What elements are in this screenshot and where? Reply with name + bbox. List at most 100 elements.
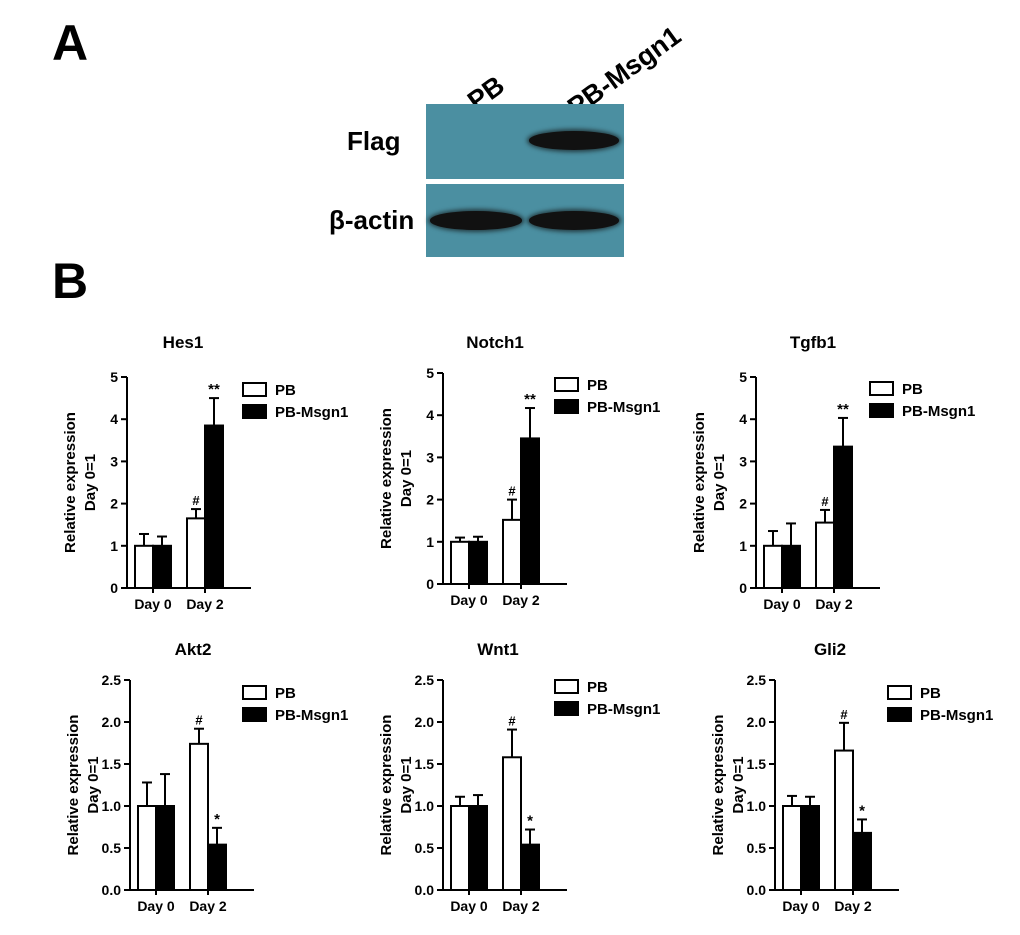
legend-swatch	[887, 685, 912, 700]
y-axis-label: Day 0=1	[711, 454, 728, 511]
legend-label: PB-Msgn1	[587, 399, 660, 416]
bar	[781, 544, 801, 589]
blot-row-label-flag: Flag	[347, 126, 401, 156]
y-axis-label: Day 0=1	[82, 454, 99, 511]
significance-mark: *	[214, 811, 220, 828]
y-tick-label: 0.5	[102, 840, 122, 856]
y-tick-label: 0.0	[415, 882, 435, 898]
bar	[834, 749, 854, 891]
legend-swatch	[554, 679, 579, 694]
y-tick-label: 2.5	[102, 672, 122, 688]
x-tick-label: Day 2	[834, 898, 872, 914]
y-axis-label: Relative expression	[378, 715, 395, 856]
x-tick-label: Day 0	[782, 898, 820, 914]
x-tick-label: Day 2	[186, 596, 224, 612]
y-tick-label: 4	[739, 411, 747, 427]
x-tick-label: Day 0	[134, 596, 172, 612]
bar	[502, 518, 522, 586]
significance-mark: *	[859, 802, 865, 819]
bar	[852, 831, 872, 892]
chart-title: Notch1	[466, 333, 524, 352]
bar	[800, 805, 820, 891]
legend-label: PB-Msgn1	[902, 403, 975, 420]
y-axis-label: Relative expression	[710, 715, 727, 856]
blot-strip-beta-actin	[426, 184, 624, 257]
y-tick-label: 3	[426, 449, 434, 465]
x-tick-label: Day 2	[189, 898, 227, 914]
legend-label: PB	[275, 685, 296, 702]
bar	[468, 805, 488, 891]
significance-mark: #	[508, 714, 516, 729]
y-axis-label: Relative expression	[65, 715, 82, 856]
blot-band	[430, 211, 522, 230]
bar	[815, 521, 835, 590]
bar	[520, 843, 540, 892]
y-tick-label: 1.5	[102, 756, 122, 772]
legend-label: PB	[587, 377, 608, 394]
y-tick-label: 4	[110, 411, 118, 427]
y-tick-label: 0.5	[415, 840, 435, 856]
significance-mark: **	[524, 391, 536, 408]
legend-swatch	[554, 377, 579, 392]
chart-title: Tgfb1	[790, 333, 836, 352]
blot-band	[529, 211, 619, 230]
bar	[134, 544, 154, 589]
legend-swatch	[242, 404, 267, 419]
y-tick-label: 2.0	[102, 714, 122, 730]
bar	[204, 424, 224, 589]
x-tick-label: Day 2	[815, 596, 853, 612]
y-tick-label: 1.0	[102, 798, 122, 814]
x-tick-label: Day 0	[763, 596, 801, 612]
y-tick-label: 2.5	[415, 672, 435, 688]
y-tick-label: 5	[739, 369, 747, 385]
chart-title: Hes1	[163, 333, 204, 352]
x-tick-label: Day 0	[450, 592, 488, 608]
y-tick-label: 1.5	[747, 756, 767, 772]
legend-swatch	[554, 701, 579, 716]
panel-b-letter: B	[52, 253, 89, 309]
legend-swatch	[869, 381, 894, 396]
bar	[782, 805, 802, 891]
chart-title: Akt2	[175, 640, 212, 659]
y-tick-label: 2.0	[415, 714, 435, 730]
bar	[468, 540, 488, 585]
y-tick-label: 0	[426, 576, 434, 592]
significance-mark: #	[508, 484, 516, 499]
y-tick-label: 1.0	[415, 798, 435, 814]
bar	[186, 517, 206, 589]
y-axis-label: Day 0=1	[85, 756, 102, 813]
legend-label: PB	[920, 685, 941, 702]
legend-label: PB-Msgn1	[275, 404, 348, 421]
bar	[137, 805, 157, 891]
y-tick-label: 2.5	[747, 672, 767, 688]
legend-swatch	[869, 403, 894, 418]
y-tick-label: 1.5	[415, 756, 435, 772]
legend-label: PB-Msgn1	[920, 707, 993, 724]
y-tick-label: 0.0	[102, 882, 122, 898]
y-tick-label: 1	[110, 538, 118, 554]
blot-strip-flag	[426, 104, 624, 179]
significance-mark: #	[840, 707, 848, 722]
x-tick-label: Day 0	[137, 898, 175, 914]
bar	[450, 805, 470, 891]
y-tick-label: 2	[110, 496, 118, 512]
bar	[502, 756, 522, 892]
y-tick-label: 0	[739, 580, 747, 596]
x-tick-label: Day 2	[502, 898, 540, 914]
y-axis-label: Relative expression	[378, 408, 395, 549]
y-axis-label: Relative expression	[691, 412, 708, 553]
blot-row-label-beta-actin: β-actin	[329, 205, 415, 235]
legend-label: PB-Msgn1	[587, 701, 660, 718]
y-tick-label: 3	[110, 453, 118, 469]
bar	[833, 445, 853, 589]
legend-label: PB	[275, 382, 296, 399]
bar	[763, 544, 783, 589]
bar	[520, 437, 540, 585]
y-tick-label: 3	[739, 453, 747, 469]
chart-title: Gli2	[814, 640, 846, 659]
y-tick-label: 0	[110, 580, 118, 596]
y-tick-label: 5	[426, 365, 434, 381]
y-tick-label: 1	[739, 538, 747, 554]
legend-label: PB-Msgn1	[275, 707, 348, 724]
